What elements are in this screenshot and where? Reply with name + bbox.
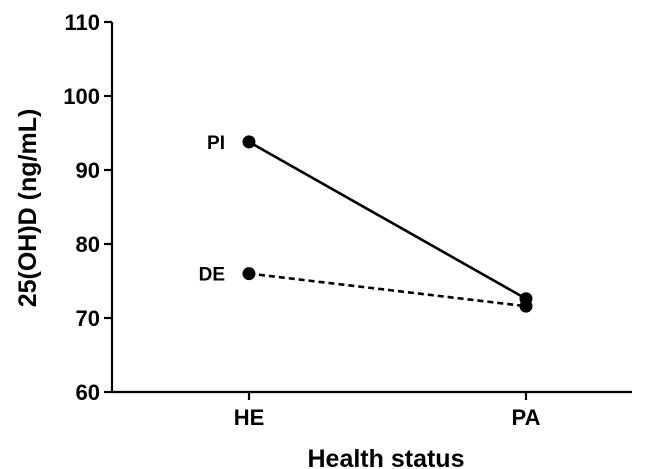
y-axis-title: 25(OH)D (ng/mL): [14, 109, 42, 308]
series-de: DE: [199, 265, 533, 313]
data-point: [242, 135, 256, 149]
y-axis: 60 70 80 90 100 110: [63, 10, 114, 405]
series-pi: PI: [207, 133, 533, 306]
data-point: [519, 299, 533, 313]
y-tick-label: 80: [76, 232, 100, 257]
x-tick-label: PA: [512, 405, 541, 430]
y-tick-label: 90: [76, 158, 100, 183]
series-line-de: [248, 272, 527, 308]
series-layer: PI DE: [199, 133, 533, 313]
x-tick-label: HE: [234, 405, 265, 430]
y-tick-label: 60: [76, 380, 100, 405]
x-axis: HE PA: [112, 390, 632, 430]
series-label-de: DE: [199, 265, 225, 286]
x-axis-title: Health status: [308, 445, 465, 469]
series-line-pi: [248, 140, 527, 300]
y-tick-label: 70: [76, 306, 100, 331]
data-point: [242, 267, 256, 281]
y-tick-label: 110: [65, 10, 101, 35]
y-tick-label: 100: [63, 84, 100, 109]
series-label-pi: PI: [207, 133, 225, 154]
